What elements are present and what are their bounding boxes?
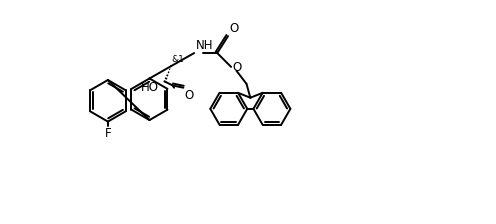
Text: &1: &1 [172, 55, 185, 64]
Text: O: O [233, 61, 242, 74]
Text: NH: NH [196, 39, 213, 52]
Text: O: O [184, 89, 193, 102]
Text: O: O [230, 22, 239, 35]
Text: F: F [105, 127, 111, 140]
Text: HO: HO [141, 81, 159, 94]
